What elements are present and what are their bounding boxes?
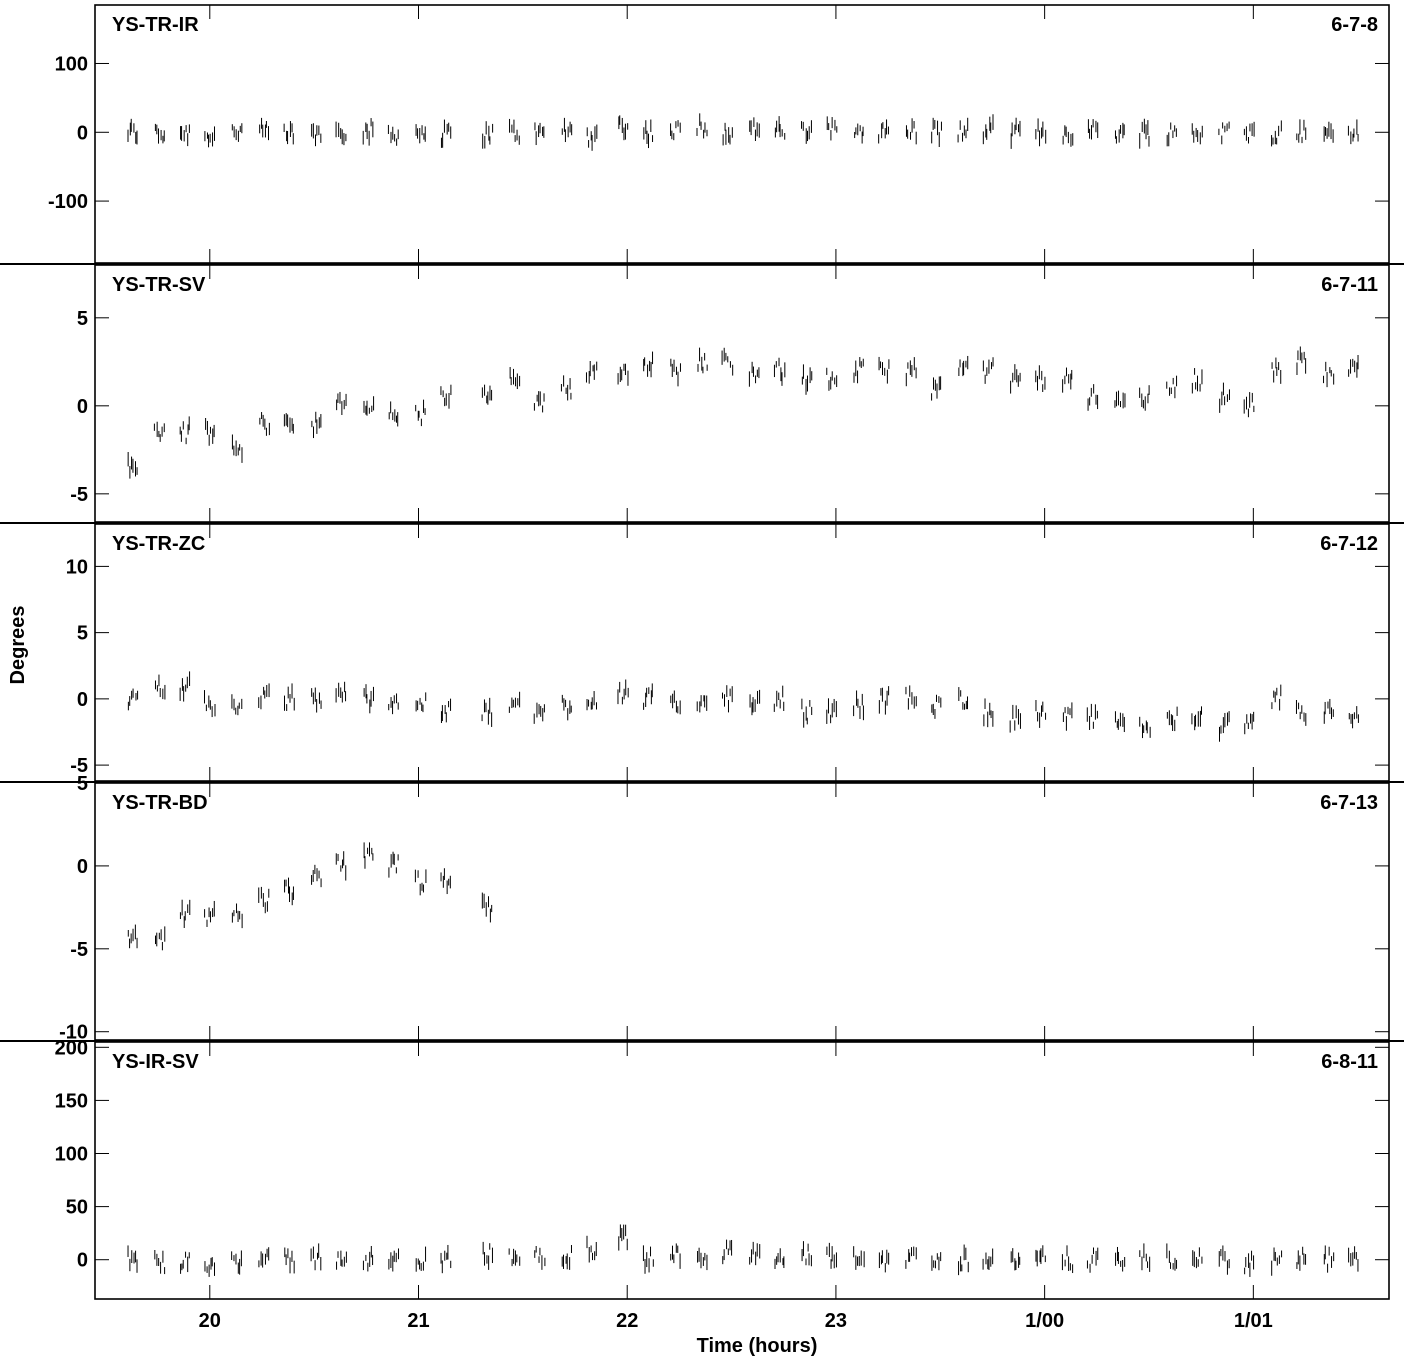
x-tick-label: 22 [616,1310,638,1332]
panel-frame [94,782,1390,1041]
y-tick-label: 10 [66,556,88,578]
x-tick-label: 1/00 [1025,1310,1064,1332]
y-tick-label: 0 [77,1250,88,1272]
y-tick-label: 5 [77,623,88,645]
panel-label: YS-TR-ZC [112,533,205,555]
panel-frame [94,4,1390,264]
panel-label: YS-IR-SV [112,1051,199,1073]
marks-layer [127,113,1359,1277]
panel-label: YS-TR-SV [112,274,206,296]
panel-frame [94,1041,1390,1300]
y-tick-label: 150 [55,1090,88,1112]
y-tick-label: 0 [77,396,88,418]
panel-tag: 6-7-12 [1320,533,1378,555]
panel-tag: 6-7-8 [1331,14,1378,36]
y-tick-label: -10 [59,1022,88,1044]
x-tick-label: 21 [407,1310,429,1332]
y-tick-label: 0 [77,689,88,711]
panel-tag: 6-8-11 [1321,1051,1378,1073]
panel-5 [0,1040,1404,1300]
y-tick-label: -100 [48,191,88,213]
panel-1 [94,4,1390,264]
panel-label: YS-TR-BD [112,792,208,814]
y-tick-label: 50 [66,1197,88,1219]
axes-layer [0,4,1404,1300]
panel-label: YS-TR-IR [112,14,199,36]
y-tick-label: -5 [70,484,88,506]
y-tick-label: 100 [55,1144,88,1166]
y-tick-label: 200 [55,1037,88,1059]
x-tick-label: 1/01 [1234,1310,1273,1332]
panel-3 [0,522,1404,782]
x-tick-label: 23 [825,1310,847,1332]
y-tick-label: 0 [77,122,88,144]
y-axis-label: Degrees [7,606,29,685]
y-tick-label: 0 [77,856,88,878]
y-tick-label: 100 [55,53,88,75]
y-tick-label: 5 [77,308,88,330]
y-tick-label: 5 [77,773,88,795]
panel-2 [0,263,1404,523]
panel-frame [94,264,1390,523]
panel-4 [0,781,1404,1041]
panel-tag: 6-7-13 [1320,792,1378,814]
x-axis-label: Time (hours) [697,1335,818,1357]
x-tick-label: 20 [199,1310,221,1332]
y-tick-label: -5 [70,939,88,961]
panel-frame [94,523,1390,782]
y-tick-label: -5 [70,755,88,777]
panel-tag: 6-7-11 [1321,274,1378,296]
